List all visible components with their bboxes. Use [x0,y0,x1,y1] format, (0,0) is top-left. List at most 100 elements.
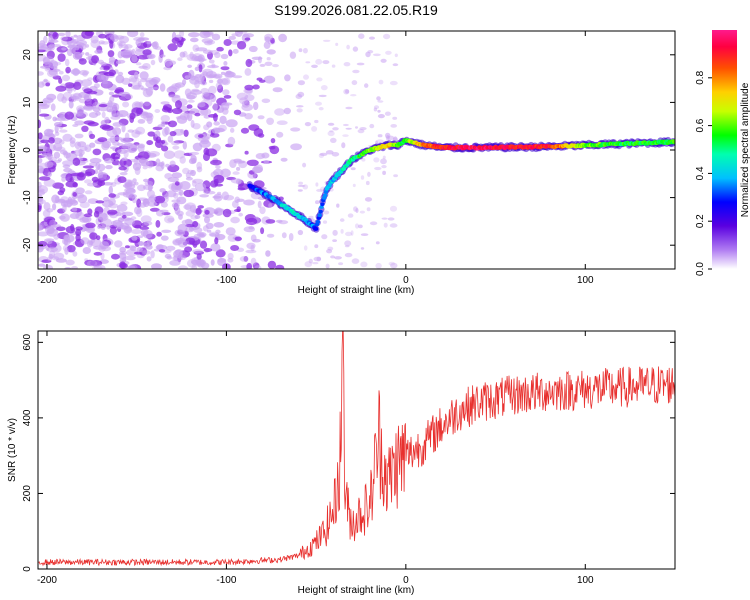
noise-speckle [108,33,118,40]
noise-speckle [197,54,205,63]
noise-speckle [107,209,118,215]
noise-speckle [44,161,54,168]
spectrogram-y-ticks: -20 -10 0 10 20 [22,49,675,252]
noise-speckle [245,217,258,226]
noise-speckle [169,131,177,137]
noise-speckle [211,127,221,134]
noise-speckle [86,90,98,95]
noise-speckle [259,63,266,67]
noise-speckle [230,216,240,224]
noise-speckle [202,31,214,36]
noise-speckle [55,195,60,203]
noise-speckle [124,132,130,141]
trace-point [320,202,325,207]
noise-speckle [46,45,53,51]
noise-speckle [124,44,129,52]
noise-speckle [352,69,360,74]
noise-speckle [138,101,144,108]
noise-speckle [117,149,128,154]
noise-speckle [87,208,93,215]
noise-speckle [95,111,101,116]
noise-speckle [61,74,71,82]
noise-speckle [340,229,344,234]
noise-speckle [125,245,130,249]
noise-speckle [377,134,383,138]
noise-speckle [72,157,81,166]
noise-speckle [44,216,56,223]
noise-speckle [131,235,138,241]
noise-speckle [188,158,196,165]
noise-speckle [296,105,304,108]
noise-speckle [60,36,69,41]
spectrogram-x-ticks: -200 -100 0 100 [37,31,594,286]
noise-speckle [161,145,169,152]
noise-speckle [160,54,166,58]
y-tick-label: 600 [22,334,33,351]
noise-speckle [69,140,76,148]
noise-speckle [47,256,53,262]
noise-speckle [214,51,221,59]
noise-speckle [367,50,374,54]
noise-speckle [198,134,204,138]
noise-speckle [219,115,227,125]
noise-speckle [232,75,243,79]
noise-speckle [80,79,93,87]
noise-speckle [147,54,154,59]
noise-speckle [305,61,311,64]
noise-speckle [213,112,218,122]
noise-speckle [60,200,73,208]
noise-speckle [38,157,43,164]
noise-speckle [155,158,161,167]
noise-speckle [252,238,261,243]
noise-speckle [166,255,173,260]
noise-speckle [170,183,182,193]
noise-speckle [190,119,195,128]
noise-speckle [144,77,156,83]
noise-speckle [160,235,169,241]
noise-speckle [139,202,147,208]
snr-x-ticks: -200 -100 0 100 [37,331,594,586]
noise-speckle [52,256,60,261]
noise-speckle [193,227,203,234]
noise-speckle [83,120,96,125]
noise-speckle [82,165,95,169]
noise-speckle [318,107,324,111]
noise-speckle [38,145,48,151]
noise-speckle [267,260,277,269]
noise-speckle [208,79,214,84]
noise-speckle [213,222,225,228]
noise-speckle [43,264,53,269]
noise-speckle [137,151,150,160]
noise-speckle [38,81,45,88]
noise-speckle [380,58,387,63]
noise-speckle [265,219,276,224]
noise-speckle [74,133,84,139]
noise-speckle [194,80,200,89]
noise-speckle [311,64,318,69]
noise-speckle [100,225,106,230]
noise-speckle [47,226,55,234]
spectrogram-noise [38,31,399,269]
noise-speckle [137,241,146,246]
noise-speckle [278,33,287,43]
noise-speckle [42,209,51,218]
noise-speckle [315,182,319,187]
x-tick-label: -100 [216,275,236,286]
noise-speckle [108,185,114,195]
noise-speckle [167,176,180,183]
y-tick-label: 20 [22,49,33,61]
noise-speckle [139,71,149,80]
noise-speckle [120,201,128,206]
noise-speckle [65,180,78,188]
noise-speckle [61,36,73,42]
noise-speckle [97,72,105,80]
noise-speckle [238,212,243,217]
noise-speckle [322,39,331,42]
noise-speckle [89,133,96,139]
noise-speckle [385,50,392,55]
noise-speckle [177,191,182,196]
noise-speckle [211,33,221,41]
noise-speckle [134,71,139,80]
noise-speckle [177,223,188,233]
spectrogram-trace [246,136,675,233]
